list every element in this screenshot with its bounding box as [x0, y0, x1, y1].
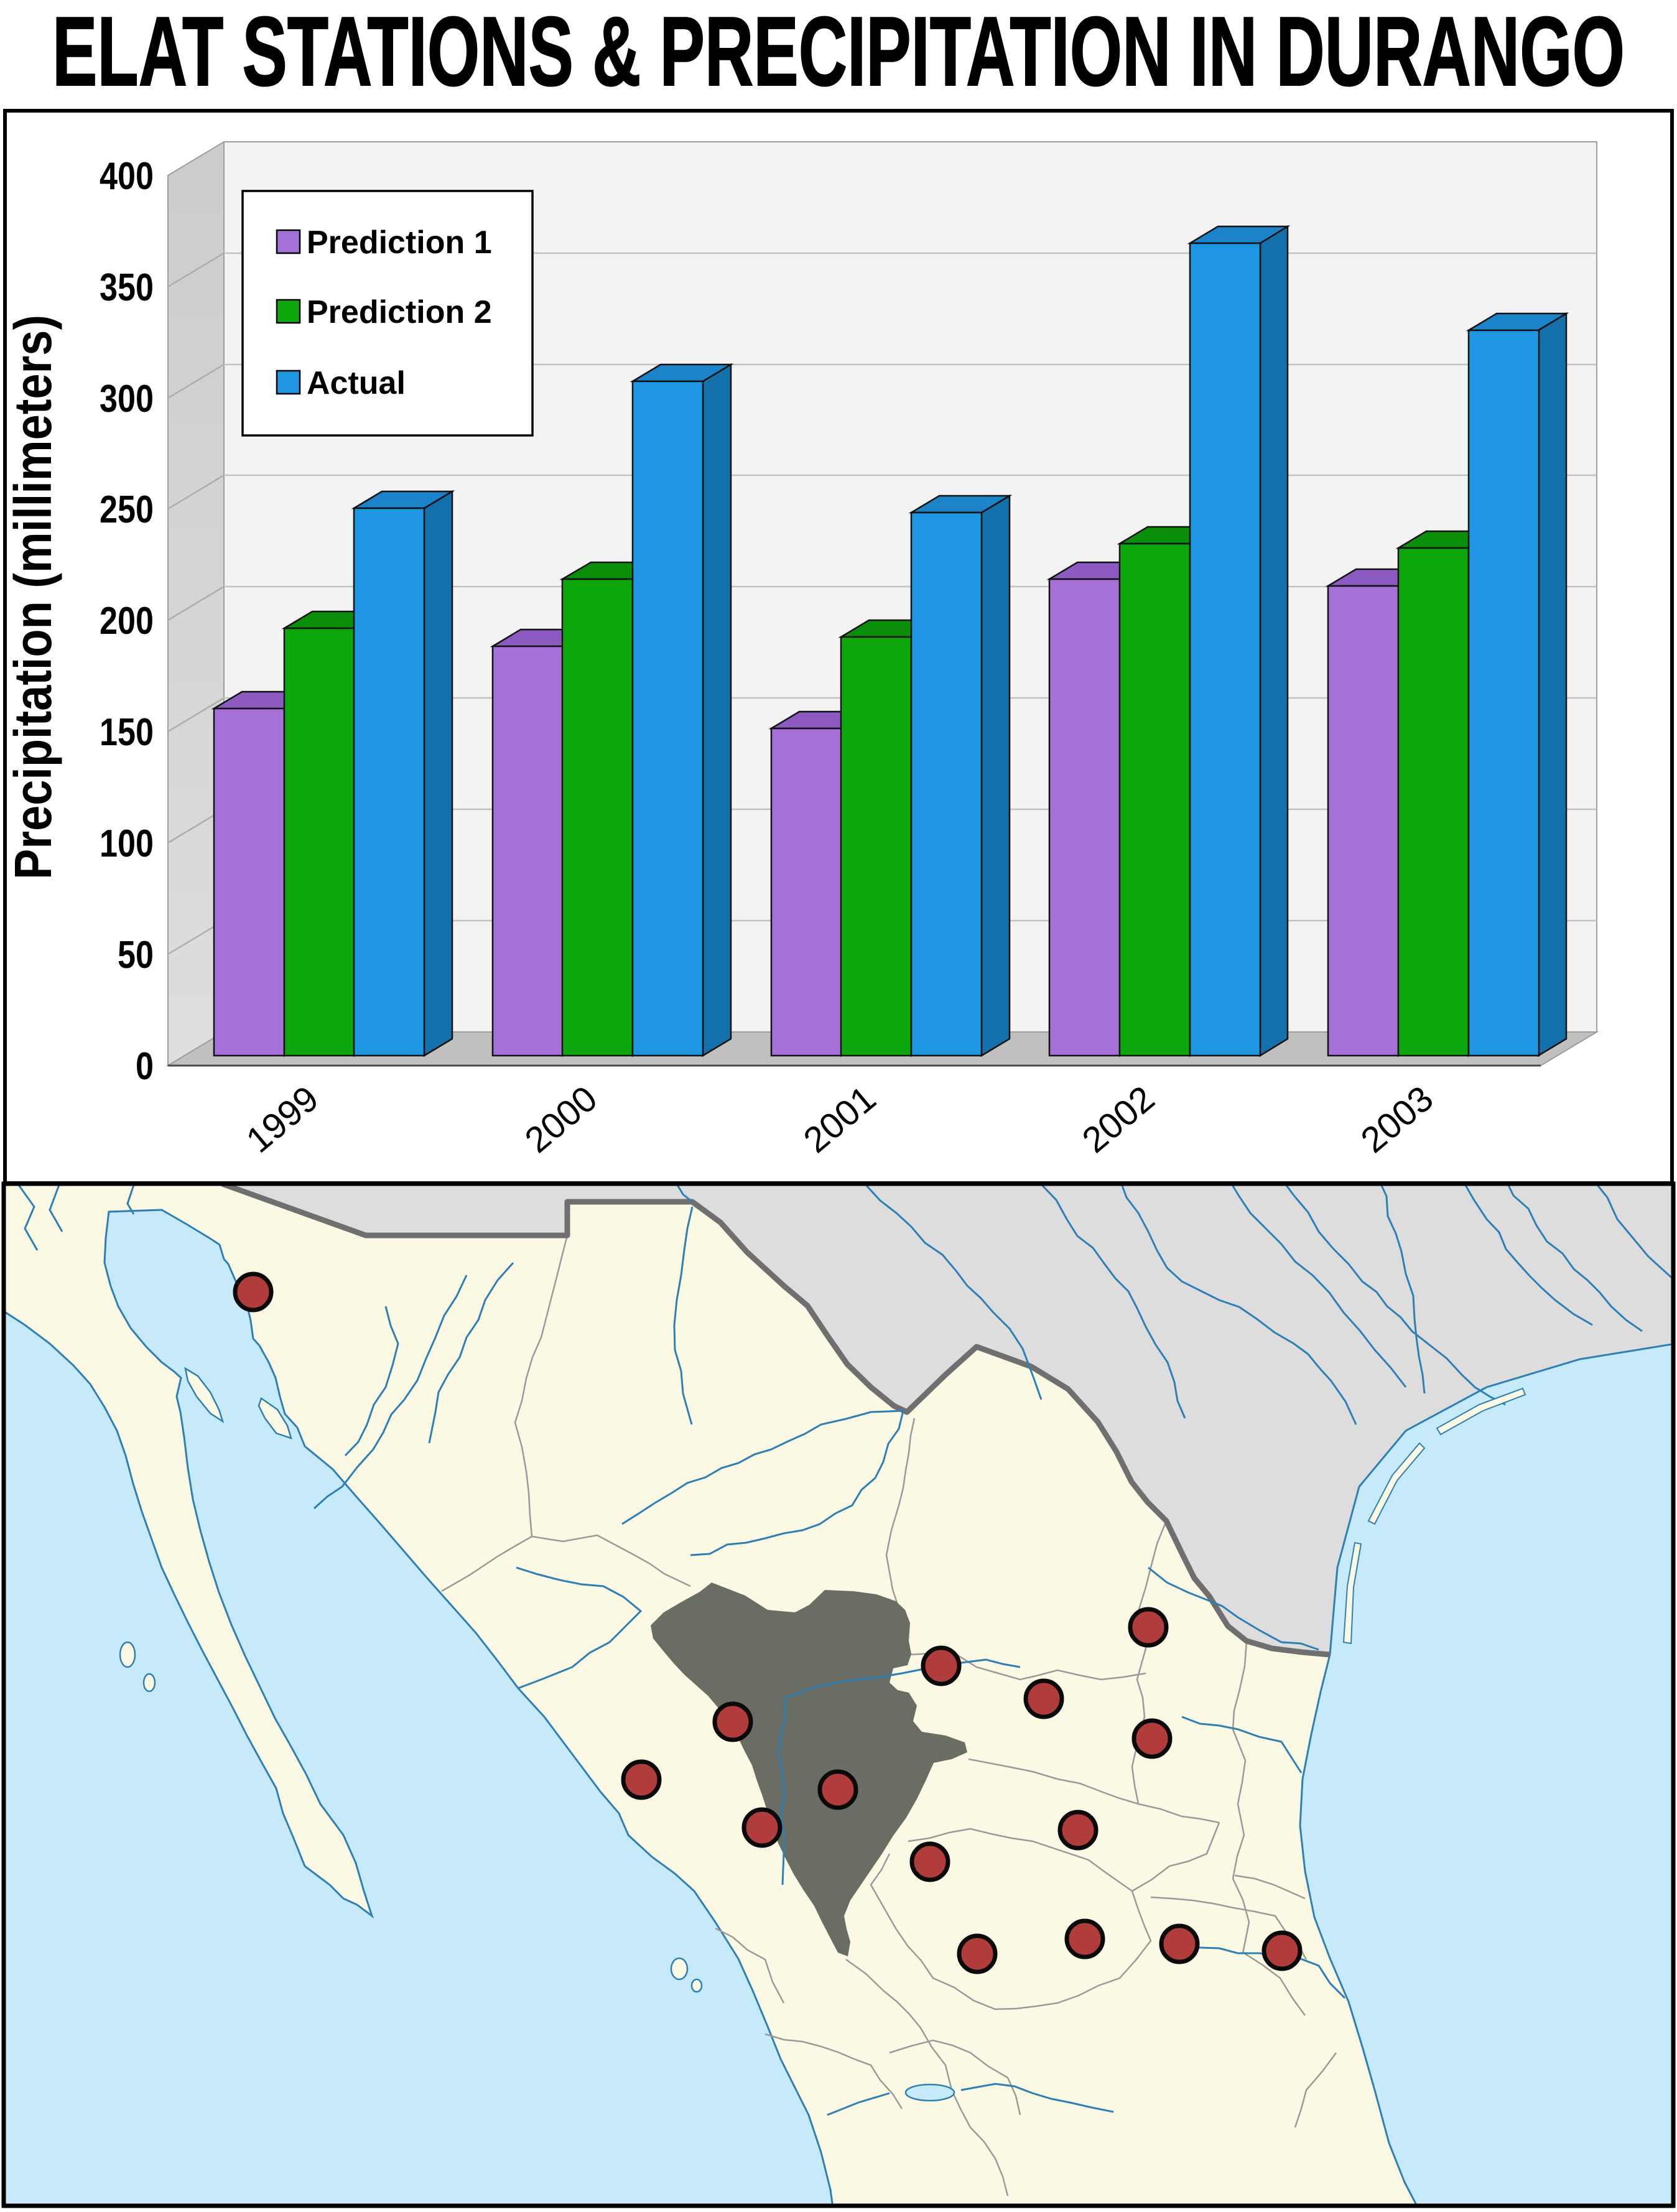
svg-text:350: 350	[100, 266, 154, 309]
svg-text:250: 250	[100, 488, 154, 531]
svg-text:100: 100	[100, 822, 154, 865]
svg-text:Precipitation (millimeters): Precipitation (millimeters)	[4, 315, 62, 880]
svg-text:Prediction 2: Prediction 2	[307, 294, 492, 330]
svg-text:Actual: Actual	[307, 365, 406, 401]
svg-text:150: 150	[100, 711, 154, 754]
svg-text:400: 400	[100, 155, 154, 198]
svg-text:300: 300	[100, 378, 154, 421]
svg-text:0: 0	[136, 1045, 154, 1088]
svg-text:50: 50	[118, 934, 154, 977]
svg-text:Prediction 1: Prediction 1	[307, 225, 492, 261]
svg-text:200: 200	[100, 600, 154, 643]
svg-text:ELAT STATIONS & PRECIPITATION: ELAT STATIONS & PRECIPITATION IN DURANGO	[52, 0, 1625, 106]
